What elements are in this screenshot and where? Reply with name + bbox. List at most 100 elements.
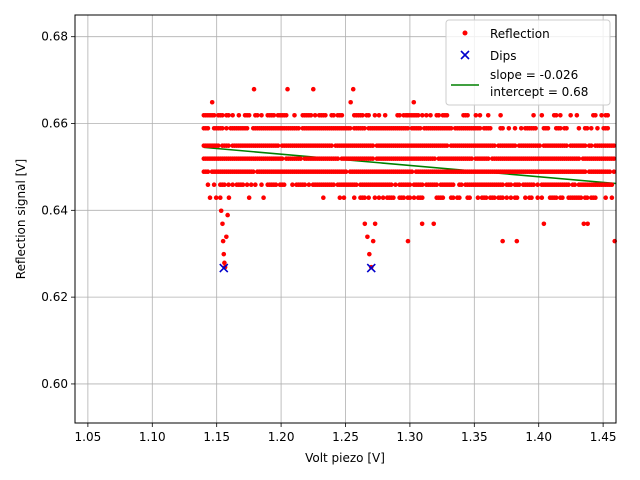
reflection-point — [220, 221, 225, 227]
reflection-point — [213, 195, 219, 201]
reflection-point — [467, 195, 472, 201]
reflection-point — [298, 156, 303, 161]
reflection-point — [376, 112, 382, 118]
reflection-point — [487, 125, 493, 131]
reflection-point — [440, 195, 446, 201]
dip-marker-stroke — [219, 263, 229, 273]
reflection-point — [595, 125, 600, 131]
reflection-point — [444, 143, 450, 148]
reflection-point — [292, 112, 297, 118]
reflection-point — [541, 221, 547, 227]
reflection-point — [582, 169, 588, 174]
reflection-point — [611, 143, 617, 148]
reflection-point — [380, 195, 386, 201]
reflection-point — [279, 156, 285, 161]
reflection-point — [244, 182, 250, 188]
reflection-point — [535, 195, 540, 201]
reflection-point — [290, 182, 295, 188]
reflection-point — [405, 125, 411, 131]
reflection-point — [584, 125, 590, 131]
reflection-point — [611, 169, 617, 174]
reflection-point — [428, 112, 433, 118]
reflection-point — [506, 125, 512, 131]
reflection-point — [436, 112, 442, 118]
reflection-point — [367, 251, 372, 257]
reflection-point — [230, 112, 235, 118]
reflection-point — [209, 99, 215, 105]
reflection-point — [308, 112, 314, 118]
reflection-point — [273, 182, 279, 188]
x-tick-label: 1.40 — [525, 430, 552, 444]
reflection-point — [240, 182, 246, 188]
legend-reflection-label: Reflection — [490, 27, 550, 41]
reflection-point — [205, 182, 211, 188]
y-tick-label: 0.60 — [41, 377, 68, 391]
reflection-point — [588, 125, 594, 131]
reflection-point — [605, 125, 611, 131]
reflection-point — [514, 238, 520, 244]
reflection-point — [588, 143, 594, 148]
reflection-point — [222, 260, 227, 266]
reflection-point — [220, 125, 225, 131]
reflection-point — [397, 112, 402, 118]
reflection-point — [259, 182, 264, 188]
reflection-point — [576, 156, 582, 161]
reflection-point — [558, 112, 563, 118]
reflection-point — [529, 195, 534, 201]
reflection-point — [230, 182, 235, 188]
reflection-point — [360, 112, 365, 118]
reflection-point — [246, 112, 252, 118]
reflection-point — [607, 169, 613, 174]
reflection-point — [485, 156, 491, 161]
reflection-point — [283, 112, 289, 118]
y-axis-label: Reflection signal [V] — [14, 159, 28, 279]
y-axis-ticks: 0.60 0.62 0.64 0.66 0.68 — [41, 30, 75, 391]
reflection-point — [512, 143, 518, 148]
reflection-point — [310, 86, 316, 92]
reflection-point — [281, 182, 287, 188]
reflection-point — [393, 182, 398, 188]
reflection-point — [599, 112, 604, 118]
reflection-point — [508, 182, 514, 188]
x-tick-label: 1.45 — [590, 430, 617, 444]
reflection-point — [347, 125, 353, 131]
reflection-point — [415, 112, 421, 118]
legend-fit-label: slope = -0.026 intercept = 0.68 — [490, 68, 588, 99]
reflection-point — [348, 99, 353, 105]
reflection-point — [365, 234, 370, 240]
reflection-point — [389, 182, 394, 188]
reflection-point — [572, 182, 578, 188]
reflection-point — [518, 125, 524, 131]
reflection-point — [226, 182, 231, 188]
reflection-point — [312, 112, 318, 118]
reflection-point — [417, 125, 423, 131]
x-tick-label: 1.05 — [75, 430, 102, 444]
reflection-point — [407, 182, 413, 188]
reflection-point — [475, 195, 481, 201]
reflection-points — [201, 86, 618, 270]
reflection-point — [285, 86, 290, 92]
reflection-point — [403, 112, 409, 118]
reflection-point — [339, 112, 345, 118]
reflection-point — [574, 112, 580, 118]
reflection-point — [211, 182, 217, 188]
x-tick-label: 1.20 — [268, 430, 295, 444]
x-tick-label: 1.25 — [332, 430, 359, 444]
legend-box — [445, 19, 611, 106]
reflection-point — [457, 195, 462, 201]
reflection-point — [465, 112, 470, 118]
reflection-point — [207, 195, 213, 201]
reflection-point — [500, 195, 505, 201]
reflection-point — [244, 125, 250, 131]
reflection-point — [343, 169, 349, 174]
reflection-point — [362, 195, 367, 201]
reflection-point — [477, 125, 483, 131]
reflection-point — [259, 112, 264, 118]
reflection-point — [411, 99, 417, 105]
reflection-point — [331, 182, 336, 188]
reflection-point — [370, 143, 376, 148]
reflection-point — [434, 182, 439, 188]
reflection-point — [372, 112, 378, 118]
x-tick-label: 1.10 — [139, 430, 166, 444]
